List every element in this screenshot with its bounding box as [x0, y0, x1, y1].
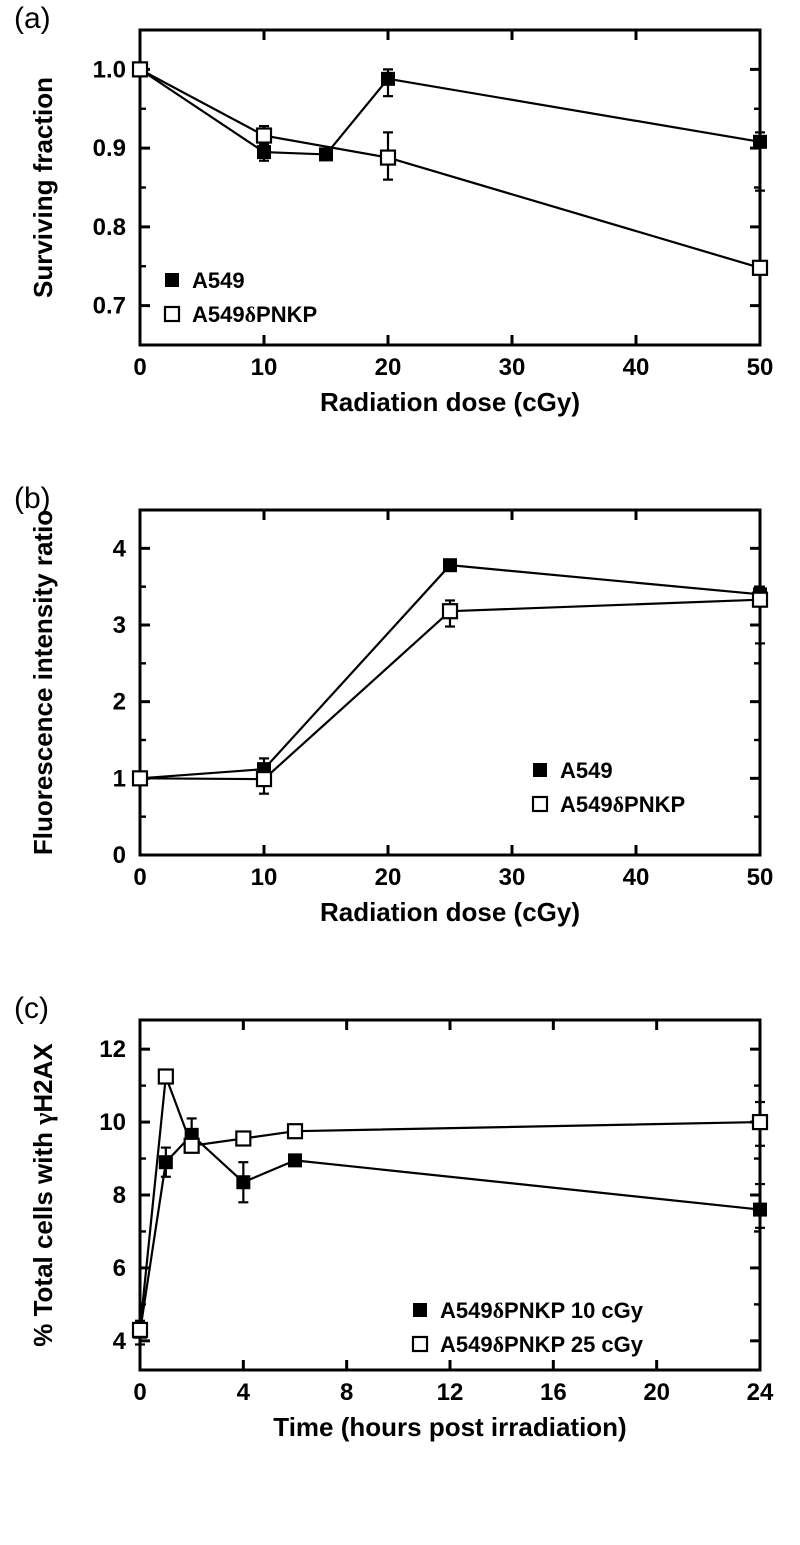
svg-text:20: 20: [643, 1379, 670, 1406]
svg-text:0: 0: [133, 1379, 146, 1406]
svg-text:A549: A549: [560, 758, 613, 783]
svg-text:A549δPNKP 25 cGy: A549δPNKP 25 cGy: [440, 1332, 644, 1357]
svg-text:Fluorescence intensity ratio: Fluorescence intensity ratio: [28, 510, 58, 855]
svg-text:12: 12: [99, 1036, 126, 1063]
svg-text:0: 0: [113, 842, 126, 869]
figure-container: (a) 010203040500.70.80.91.0Radiation dos…: [0, 0, 800, 1535]
svg-text:0.7: 0.7: [93, 293, 126, 320]
svg-text:4: 4: [113, 535, 127, 562]
svg-text:Radiation dose (cGy): Radiation dose (cGy): [320, 387, 580, 417]
svg-text:10: 10: [251, 864, 278, 891]
svg-text:40: 40: [623, 354, 650, 381]
panel-b-label: (b): [14, 482, 51, 516]
svg-text:0.9: 0.9: [93, 135, 126, 162]
svg-text:6: 6: [113, 1255, 126, 1282]
svg-text:8: 8: [113, 1182, 126, 1209]
svg-text:30: 30: [499, 864, 526, 891]
panel-a-svg: 0 10 20 30 40 50 0.7 0.8 0.9 1.0 Radiation dose (c…: [0, 10, 800, 430]
panel-c: (c) 048121620244681012Time (hours post i…: [0, 1000, 800, 1455]
panel-c-svg: 048121620244681012Time (hours post irrad…: [0, 1000, 800, 1455]
svg-text:3: 3: [113, 612, 126, 639]
panel-b-svg: 0 10 20 30 40 50 0 1 2 3 4 Radiation dose (cGy) Fluo…: [0, 490, 800, 940]
panel-a: (a) 010203040500.70.80.91.0Radiation dos…: [0, 10, 800, 430]
svg-text:A549δPNKP: A549δPNKP: [192, 302, 317, 327]
svg-text:50: 50: [747, 864, 774, 891]
panel-a-label: (a): [14, 2, 51, 36]
svg-text:8: 8: [340, 1379, 353, 1406]
svg-text:20: 20: [375, 864, 402, 891]
svg-text:12: 12: [437, 1379, 464, 1406]
svg-text:4: 4: [237, 1379, 251, 1406]
svg-text:0.8: 0.8: [93, 214, 126, 241]
svg-text:24: 24: [747, 1379, 774, 1406]
svg-text:1.0: 1.0: [93, 56, 126, 83]
svg-text:50: 50: [747, 354, 774, 381]
svg-text:0: 0: [133, 354, 146, 381]
svg-text:4: 4: [113, 1328, 127, 1355]
svg-text:% Total cells with γH2AX: % Total cells with γH2AX: [28, 1043, 58, 1347]
svg-text:20: 20: [375, 354, 402, 381]
svg-text:A549δPNKP: A549δPNKP: [560, 792, 685, 817]
svg-text:0: 0: [133, 864, 146, 891]
svg-text:A549δPNKP 10 cGy: A549δPNKP 10 cGy: [440, 1298, 644, 1323]
svg-text:40: 40: [623, 864, 650, 891]
svg-text:10: 10: [251, 354, 278, 381]
svg-text:Surviving fraction: Surviving fraction: [28, 77, 58, 298]
svg-text:2: 2: [113, 689, 126, 716]
panel-c-label: (c): [14, 992, 49, 1026]
svg-text:Time (hours post irradiation): Time (hours post irradiation): [273, 1412, 626, 1442]
svg-text:10: 10: [99, 1109, 126, 1136]
svg-text:30: 30: [499, 354, 526, 381]
svg-text:A549: A549: [192, 268, 245, 293]
svg-text:Radiation dose (cGy): Radiation dose (cGy): [320, 897, 580, 927]
panel-b: (b) 0102030405001234Radiation dose (cGy)…: [0, 490, 800, 940]
svg-text:1: 1: [113, 765, 126, 792]
svg-text:16: 16: [540, 1379, 567, 1406]
